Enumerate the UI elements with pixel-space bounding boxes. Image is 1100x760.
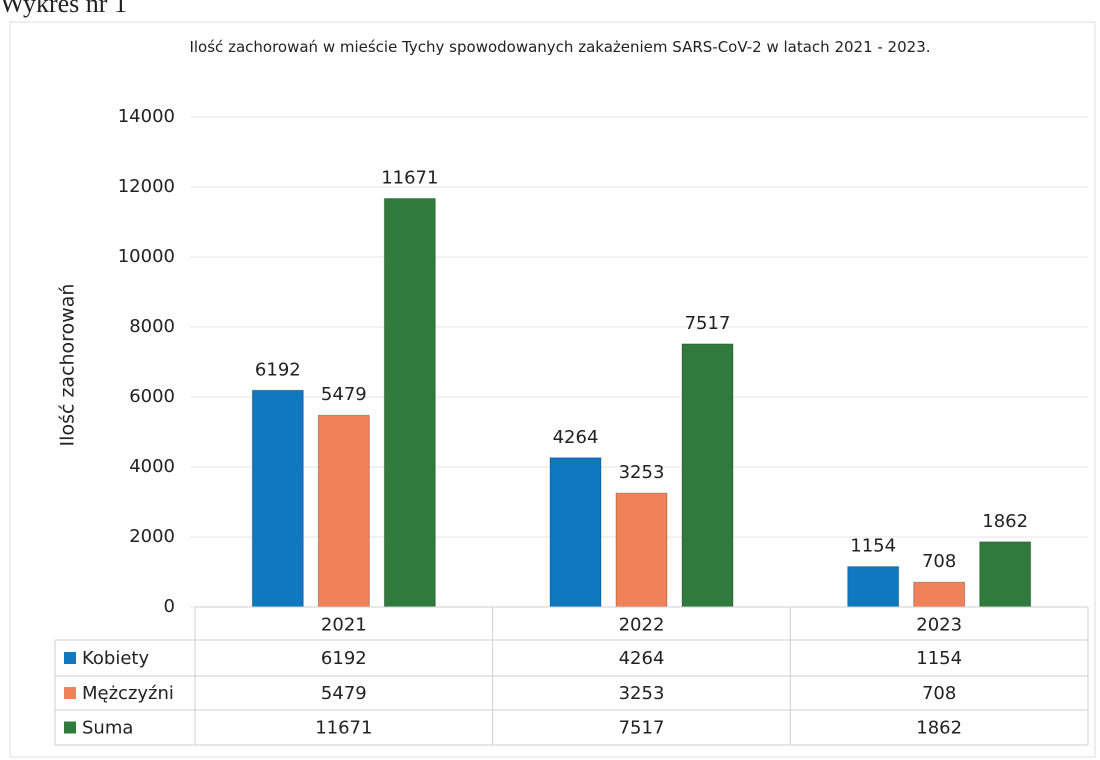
y-tick-label: 4000	[129, 456, 175, 477]
legend-key	[64, 652, 76, 664]
bar	[913, 581, 966, 608]
x-tick-label: 2023	[916, 615, 962, 636]
chart-title: Ilość zachorowań w mieście Tychy spowodo…	[189, 38, 931, 56]
bar	[383, 198, 436, 608]
y-tick-label: 2000	[129, 526, 175, 547]
table-cell: 3253	[619, 683, 665, 704]
y-tick-label: 6000	[129, 386, 175, 407]
table-cell: 1154	[916, 648, 962, 669]
y-tick-label: 8000	[129, 316, 175, 337]
chart-frame	[9, 21, 1096, 758]
bar	[615, 492, 668, 608]
legend-label: Kobiety	[82, 648, 149, 669]
table-cell: 1862	[916, 718, 962, 739]
y-tick-label: 12000	[118, 176, 175, 197]
table-cell: 11671	[315, 718, 372, 739]
caption: Wykres nr 1	[0, 0, 127, 18]
bar	[251, 389, 304, 608]
y-tick-label: 0	[164, 596, 175, 617]
y-tick-label: 10000	[118, 246, 175, 267]
bar	[979, 541, 1032, 608]
data-label: 5479	[321, 384, 367, 405]
bar	[681, 343, 734, 608]
x-tick-label: 2021	[321, 615, 367, 636]
legend-label: Mężczyźni	[82, 683, 174, 704]
data-label: 4264	[553, 427, 599, 448]
bar	[847, 566, 900, 608]
table-cell: 7517	[619, 718, 665, 739]
table-cell: 708	[922, 683, 956, 704]
data-label: 11671	[381, 168, 438, 189]
table-cell: 5479	[321, 683, 367, 704]
data-label: 6192	[255, 359, 301, 380]
x-tick-label: 2022	[619, 615, 665, 636]
table-cell: 4264	[619, 648, 665, 669]
bar	[317, 414, 370, 608]
bar	[549, 457, 602, 608]
y-axis-label: Ilość zachorowań	[57, 284, 79, 447]
data-label: 1862	[982, 511, 1028, 532]
data-label: 3253	[619, 462, 665, 483]
table-cell: 6192	[321, 648, 367, 669]
y-tick-label: 14000	[118, 106, 175, 127]
legend-key	[64, 687, 76, 699]
legend-label: Suma	[82, 718, 133, 739]
data-label: 7517	[685, 313, 731, 334]
data-label: 1154	[850, 536, 896, 557]
data-label: 708	[922, 551, 956, 572]
legend-key	[64, 721, 76, 734]
